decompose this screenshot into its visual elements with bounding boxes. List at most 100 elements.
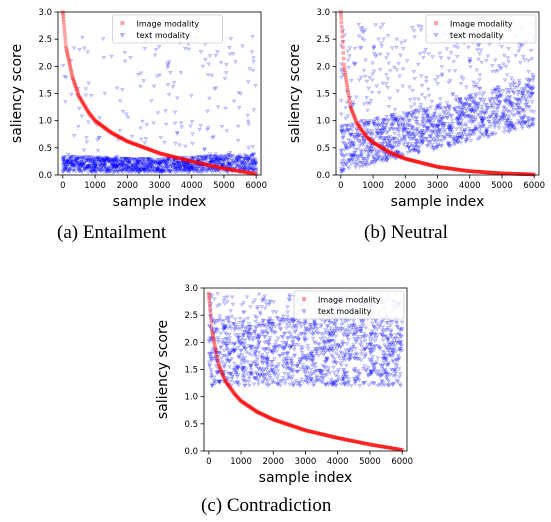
text-modality-point xyxy=(420,140,426,145)
text-modality-point xyxy=(472,110,477,115)
panel-entailment: 0 1000 2000 3000 4000 5000 6000 0.0 0.5 1.0 1.5 2.0… xyxy=(6,4,268,210)
text-modality-point xyxy=(153,162,158,166)
text-modality-point xyxy=(508,118,513,123)
text-modality-point xyxy=(425,107,431,111)
text-modality-point xyxy=(121,165,126,170)
text-modality-point xyxy=(390,340,395,345)
image-modality-point xyxy=(357,124,361,128)
text-modality-point xyxy=(476,43,482,48)
text-modality-point xyxy=(518,97,523,102)
text-modality-point xyxy=(429,120,434,125)
text-modality-point xyxy=(484,130,489,135)
text-modality-point xyxy=(242,153,247,158)
text-modality-point xyxy=(77,166,83,171)
text-modality-point xyxy=(460,104,465,109)
text-modality-point xyxy=(344,332,350,337)
text-modality-point xyxy=(208,166,213,171)
image-modality-point xyxy=(62,29,67,34)
image-modality-point xyxy=(115,134,120,138)
text-modality-point xyxy=(103,167,109,172)
text-modality-point xyxy=(516,110,521,115)
text-modality-point xyxy=(466,103,471,108)
text-modality-point xyxy=(434,130,440,134)
text-modality-point xyxy=(393,333,399,337)
text-modality-point xyxy=(202,147,207,152)
text-modality-point xyxy=(185,167,191,172)
text-modality-point xyxy=(142,158,148,162)
text-modality-point xyxy=(223,324,228,329)
text-modality-point xyxy=(350,324,355,328)
text-modality-point xyxy=(281,318,287,322)
image-modality-point xyxy=(126,139,130,144)
text-modality-point xyxy=(517,101,523,106)
text-modality-point xyxy=(242,163,248,168)
text-modality-point xyxy=(373,123,379,128)
text-modality-point xyxy=(289,359,294,363)
text-modality-point xyxy=(328,339,333,344)
text-modality-point xyxy=(81,162,87,167)
text-modality-point xyxy=(134,162,139,167)
text-modality-point xyxy=(357,372,363,376)
text-modality-point xyxy=(381,360,386,365)
text-modality-point xyxy=(242,318,247,323)
text-modality-point xyxy=(420,132,425,137)
text-modality-point xyxy=(444,116,450,120)
text-modality-point xyxy=(350,142,355,147)
text-modality-point xyxy=(177,169,182,173)
text-modality-point xyxy=(226,153,231,158)
text-modality-point xyxy=(225,167,230,172)
text-modality-point xyxy=(312,320,317,325)
text-modality-point xyxy=(296,381,302,385)
image-modality-point xyxy=(72,80,76,84)
text-modality-point xyxy=(457,114,462,118)
image-modality-point xyxy=(164,153,168,157)
text-modality-point xyxy=(303,375,309,379)
text-modality-point xyxy=(282,345,288,349)
text-modality-point xyxy=(373,158,378,163)
image-modality-point xyxy=(152,149,156,154)
text-modality-point xyxy=(378,128,384,133)
text-modality-point xyxy=(381,147,387,152)
image-modality-point xyxy=(239,169,243,174)
text-modality-point xyxy=(97,164,103,169)
text-modality-point xyxy=(204,163,210,168)
text-modality-point xyxy=(417,123,423,128)
text-modality-point xyxy=(399,349,405,354)
image-modality-point xyxy=(419,160,423,165)
text-modality-point xyxy=(365,120,370,125)
image-modality-point xyxy=(366,136,370,140)
text-modality-point xyxy=(386,341,391,346)
text-modality-point xyxy=(347,54,352,59)
text-modality-point xyxy=(459,100,464,105)
text-modality-point xyxy=(221,353,226,358)
text-modality-point xyxy=(291,320,296,325)
text-modality-point xyxy=(338,382,344,387)
text-modality-point xyxy=(451,137,456,141)
text-modality-point xyxy=(232,366,238,371)
text-modality-point xyxy=(215,358,220,363)
image-modality-point xyxy=(178,156,182,161)
text-modality-point xyxy=(433,146,439,151)
text-modality-point xyxy=(392,117,398,121)
text-modality-point xyxy=(295,321,300,326)
text-modality-point xyxy=(501,130,507,135)
text-modality-point xyxy=(412,145,417,150)
text-modality-point xyxy=(463,138,469,143)
text-modality-point xyxy=(244,166,250,171)
text-modality-point xyxy=(348,384,354,388)
text-modality-point xyxy=(439,121,444,126)
text-modality-point xyxy=(356,139,362,144)
text-modality-point xyxy=(287,375,292,380)
text-modality-point xyxy=(317,379,322,383)
text-modality-point xyxy=(76,161,82,166)
image-modality-point xyxy=(136,143,141,148)
text-modality-point xyxy=(408,112,413,117)
text-modality-point xyxy=(100,168,105,172)
text-modality-point xyxy=(470,100,475,105)
text-modality-point xyxy=(301,366,306,370)
text-modality-point xyxy=(124,168,129,172)
text-modality-point xyxy=(524,77,530,82)
text-modality-point xyxy=(209,160,215,164)
image-modality-point xyxy=(511,172,516,176)
image-modality-point xyxy=(142,145,146,150)
